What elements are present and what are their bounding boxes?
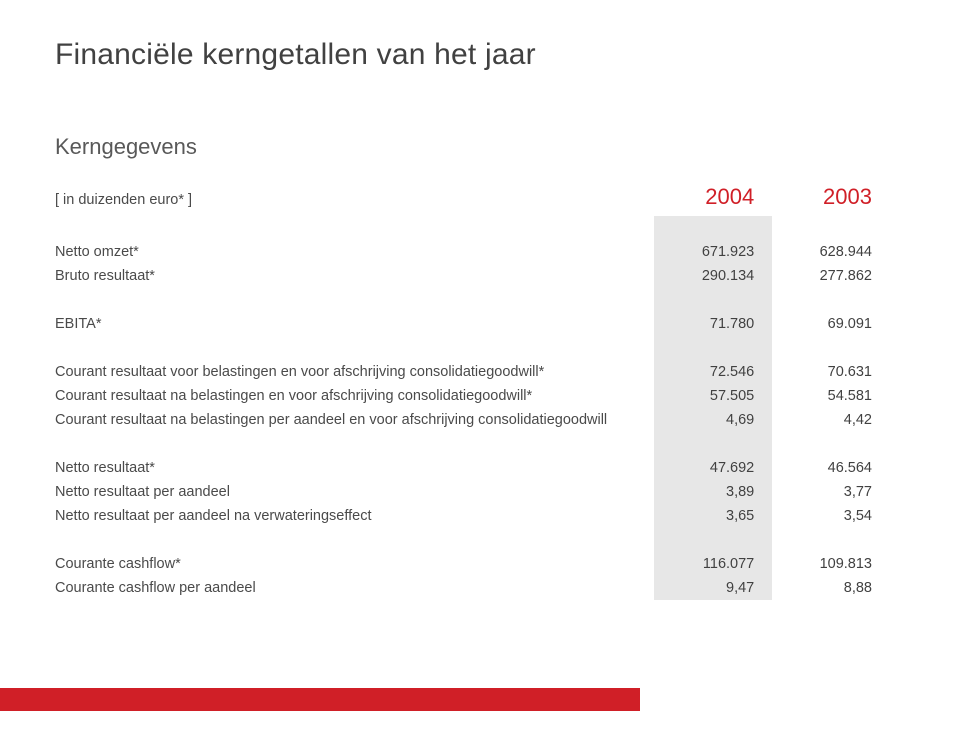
table-row: Bruto resultaat* 290.134 277.862 bbox=[55, 264, 890, 288]
financial-table: [ in duizenden euro* ] 2004 2003 Netto o… bbox=[55, 184, 890, 600]
cell-value: 4,42 bbox=[772, 408, 890, 432]
row-label: EBITA* bbox=[55, 312, 654, 336]
cell-value: 116.077 bbox=[654, 552, 772, 576]
cell-value: 72.546 bbox=[654, 360, 772, 384]
row-label: Netto omzet* bbox=[55, 240, 654, 264]
cell-value: 57.505 bbox=[654, 384, 772, 408]
cell-value: 290.134 bbox=[654, 264, 772, 288]
cell-value: 54.581 bbox=[772, 384, 890, 408]
table-row: EBITA* 71.780 69.091 bbox=[55, 312, 890, 336]
year-column-b: 2003 bbox=[772, 184, 890, 216]
cell-value: 9,47 bbox=[654, 576, 772, 600]
table-row: Netto resultaat per aandeel 3,89 3,77 bbox=[55, 480, 890, 504]
footer-accent-bar bbox=[0, 688, 640, 711]
row-label: Netto resultaat per aandeel na verwateri… bbox=[55, 504, 654, 528]
cell-value: 671.923 bbox=[654, 240, 772, 264]
page-title: Financiële kerngetallen van het jaar bbox=[55, 38, 890, 72]
cell-value: 3,65 bbox=[654, 504, 772, 528]
cell-value: 3,77 bbox=[772, 480, 890, 504]
table-row: Courant resultaat voor belastingen en vo… bbox=[55, 360, 890, 384]
cell-value: 70.631 bbox=[772, 360, 890, 384]
units-label: [ in duizenden euro* ] bbox=[55, 184, 654, 216]
row-label: Netto resultaat per aandeel bbox=[55, 480, 654, 504]
cell-value: 277.862 bbox=[772, 264, 890, 288]
table-header-row: [ in duizenden euro* ] 2004 2003 bbox=[55, 184, 890, 216]
table-row: Netto omzet* 671.923 628.944 bbox=[55, 240, 890, 264]
row-label: Courante cashflow per aandeel bbox=[55, 576, 654, 600]
row-label: Courant resultaat voor belastingen en vo… bbox=[55, 360, 654, 384]
row-label: Courant resultaat na belastingen en voor… bbox=[55, 384, 654, 408]
cell-value: 628.944 bbox=[772, 240, 890, 264]
cell-value: 69.091 bbox=[772, 312, 890, 336]
row-label: Courant resultaat na belastingen per aan… bbox=[55, 408, 654, 432]
cell-value: 47.692 bbox=[654, 456, 772, 480]
table-row: Courant resultaat na belastingen per aan… bbox=[55, 408, 890, 432]
cell-value: 71.780 bbox=[654, 312, 772, 336]
year-column-a: 2004 bbox=[654, 184, 772, 216]
cell-value: 3,89 bbox=[654, 480, 772, 504]
section-subtitle: Kerngegevens bbox=[55, 134, 890, 160]
row-label: Courante cashflow* bbox=[55, 552, 654, 576]
table-row: Netto resultaat per aandeel na verwateri… bbox=[55, 504, 890, 528]
cell-value: 3,54 bbox=[772, 504, 890, 528]
row-label: Netto resultaat* bbox=[55, 456, 654, 480]
cell-value: 109.813 bbox=[772, 552, 890, 576]
row-label: Bruto resultaat* bbox=[55, 264, 654, 288]
table-row: Courant resultaat na belastingen en voor… bbox=[55, 384, 890, 408]
page-container: Financiële kerngetallen van het jaar Ker… bbox=[0, 0, 960, 731]
cell-value: 8,88 bbox=[772, 576, 890, 600]
table-row: Netto resultaat* 47.692 46.564 bbox=[55, 456, 890, 480]
cell-value: 4,69 bbox=[654, 408, 772, 432]
cell-value: 46.564 bbox=[772, 456, 890, 480]
table-row: Courante cashflow per aandeel 9,47 8,88 bbox=[55, 576, 890, 600]
table-row: Courante cashflow* 116.077 109.813 bbox=[55, 552, 890, 576]
